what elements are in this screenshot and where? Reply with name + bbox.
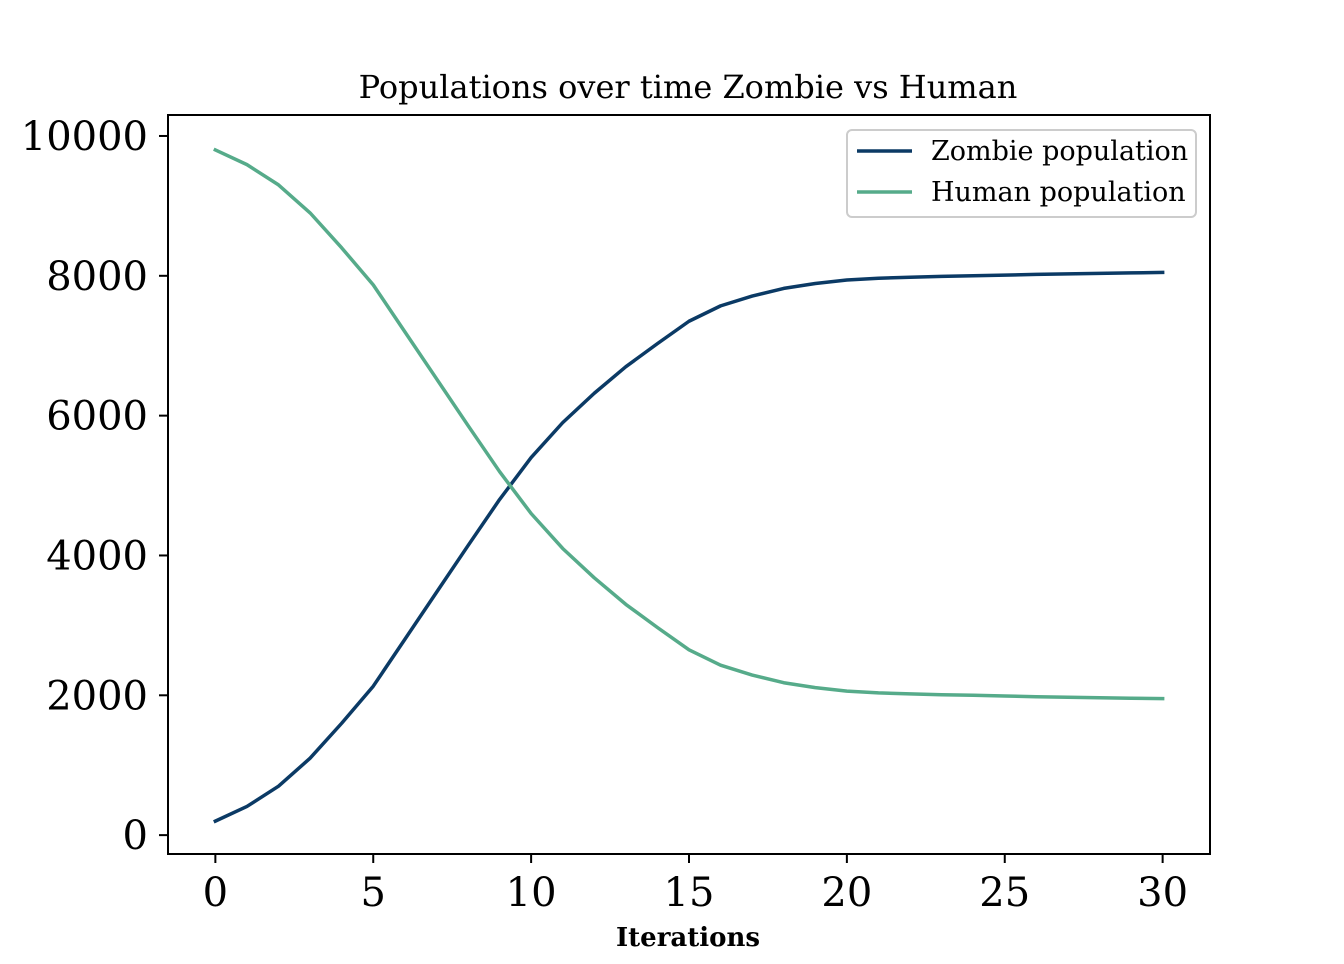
y-tick-label: 4000	[46, 533, 148, 579]
x-tick-label: 15	[664, 870, 715, 916]
x-tick-label: 25	[979, 870, 1030, 916]
y-tick-label: 2000	[46, 673, 148, 719]
legend: Zombie population Human population	[846, 129, 1197, 218]
x-axis-label: Iterations	[616, 923, 760, 953]
plot-area: 0 5 10 15 20 25 30 0 2000 4000 6000 8000 10000	[21, 114, 1211, 916]
x-tick-label: 0	[203, 870, 228, 916]
chart-title: Populations over time Zombie vs Human	[359, 68, 1018, 106]
series-line-zombie	[213, 270, 1165, 824]
x-tick-label: 5	[361, 870, 386, 916]
y-tick-label: 0	[123, 813, 148, 859]
x-tick-label: 20	[821, 870, 872, 916]
y-tick-label: 6000	[46, 394, 148, 440]
legend-box	[846, 129, 1197, 218]
legend-label: Zombie population	[931, 136, 1188, 167]
y-tick-label: 8000	[46, 254, 148, 300]
x-tick-label: 10	[506, 870, 557, 916]
series-line-human	[213, 147, 1165, 701]
x-tick-label: 30	[1137, 870, 1188, 916]
legend-label: Human population	[931, 177, 1186, 208]
y-tick-label: 10000	[21, 114, 148, 160]
